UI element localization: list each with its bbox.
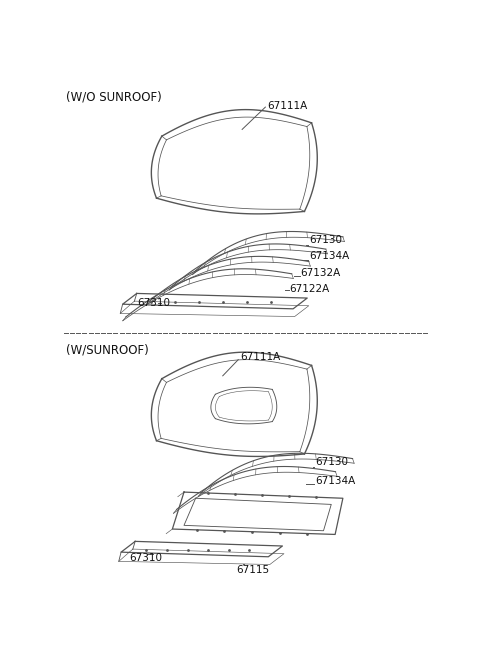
Text: 67310: 67310 (137, 297, 170, 308)
Text: 67111A: 67111A (267, 101, 307, 111)
Text: 67132A: 67132A (300, 268, 340, 278)
Text: 67134A: 67134A (310, 252, 350, 261)
Text: 67122A: 67122A (289, 284, 330, 294)
Text: (W/O SUNROOF): (W/O SUNROOF) (66, 91, 162, 104)
Text: (W/SUNROOF): (W/SUNROOF) (66, 343, 149, 356)
Text: 67111A: 67111A (240, 352, 280, 362)
Text: 67310: 67310 (130, 553, 163, 563)
Text: 67130: 67130 (310, 235, 343, 246)
Text: 67115: 67115 (237, 565, 270, 575)
Text: 67130: 67130 (316, 457, 349, 467)
Text: 67134A: 67134A (316, 476, 356, 485)
